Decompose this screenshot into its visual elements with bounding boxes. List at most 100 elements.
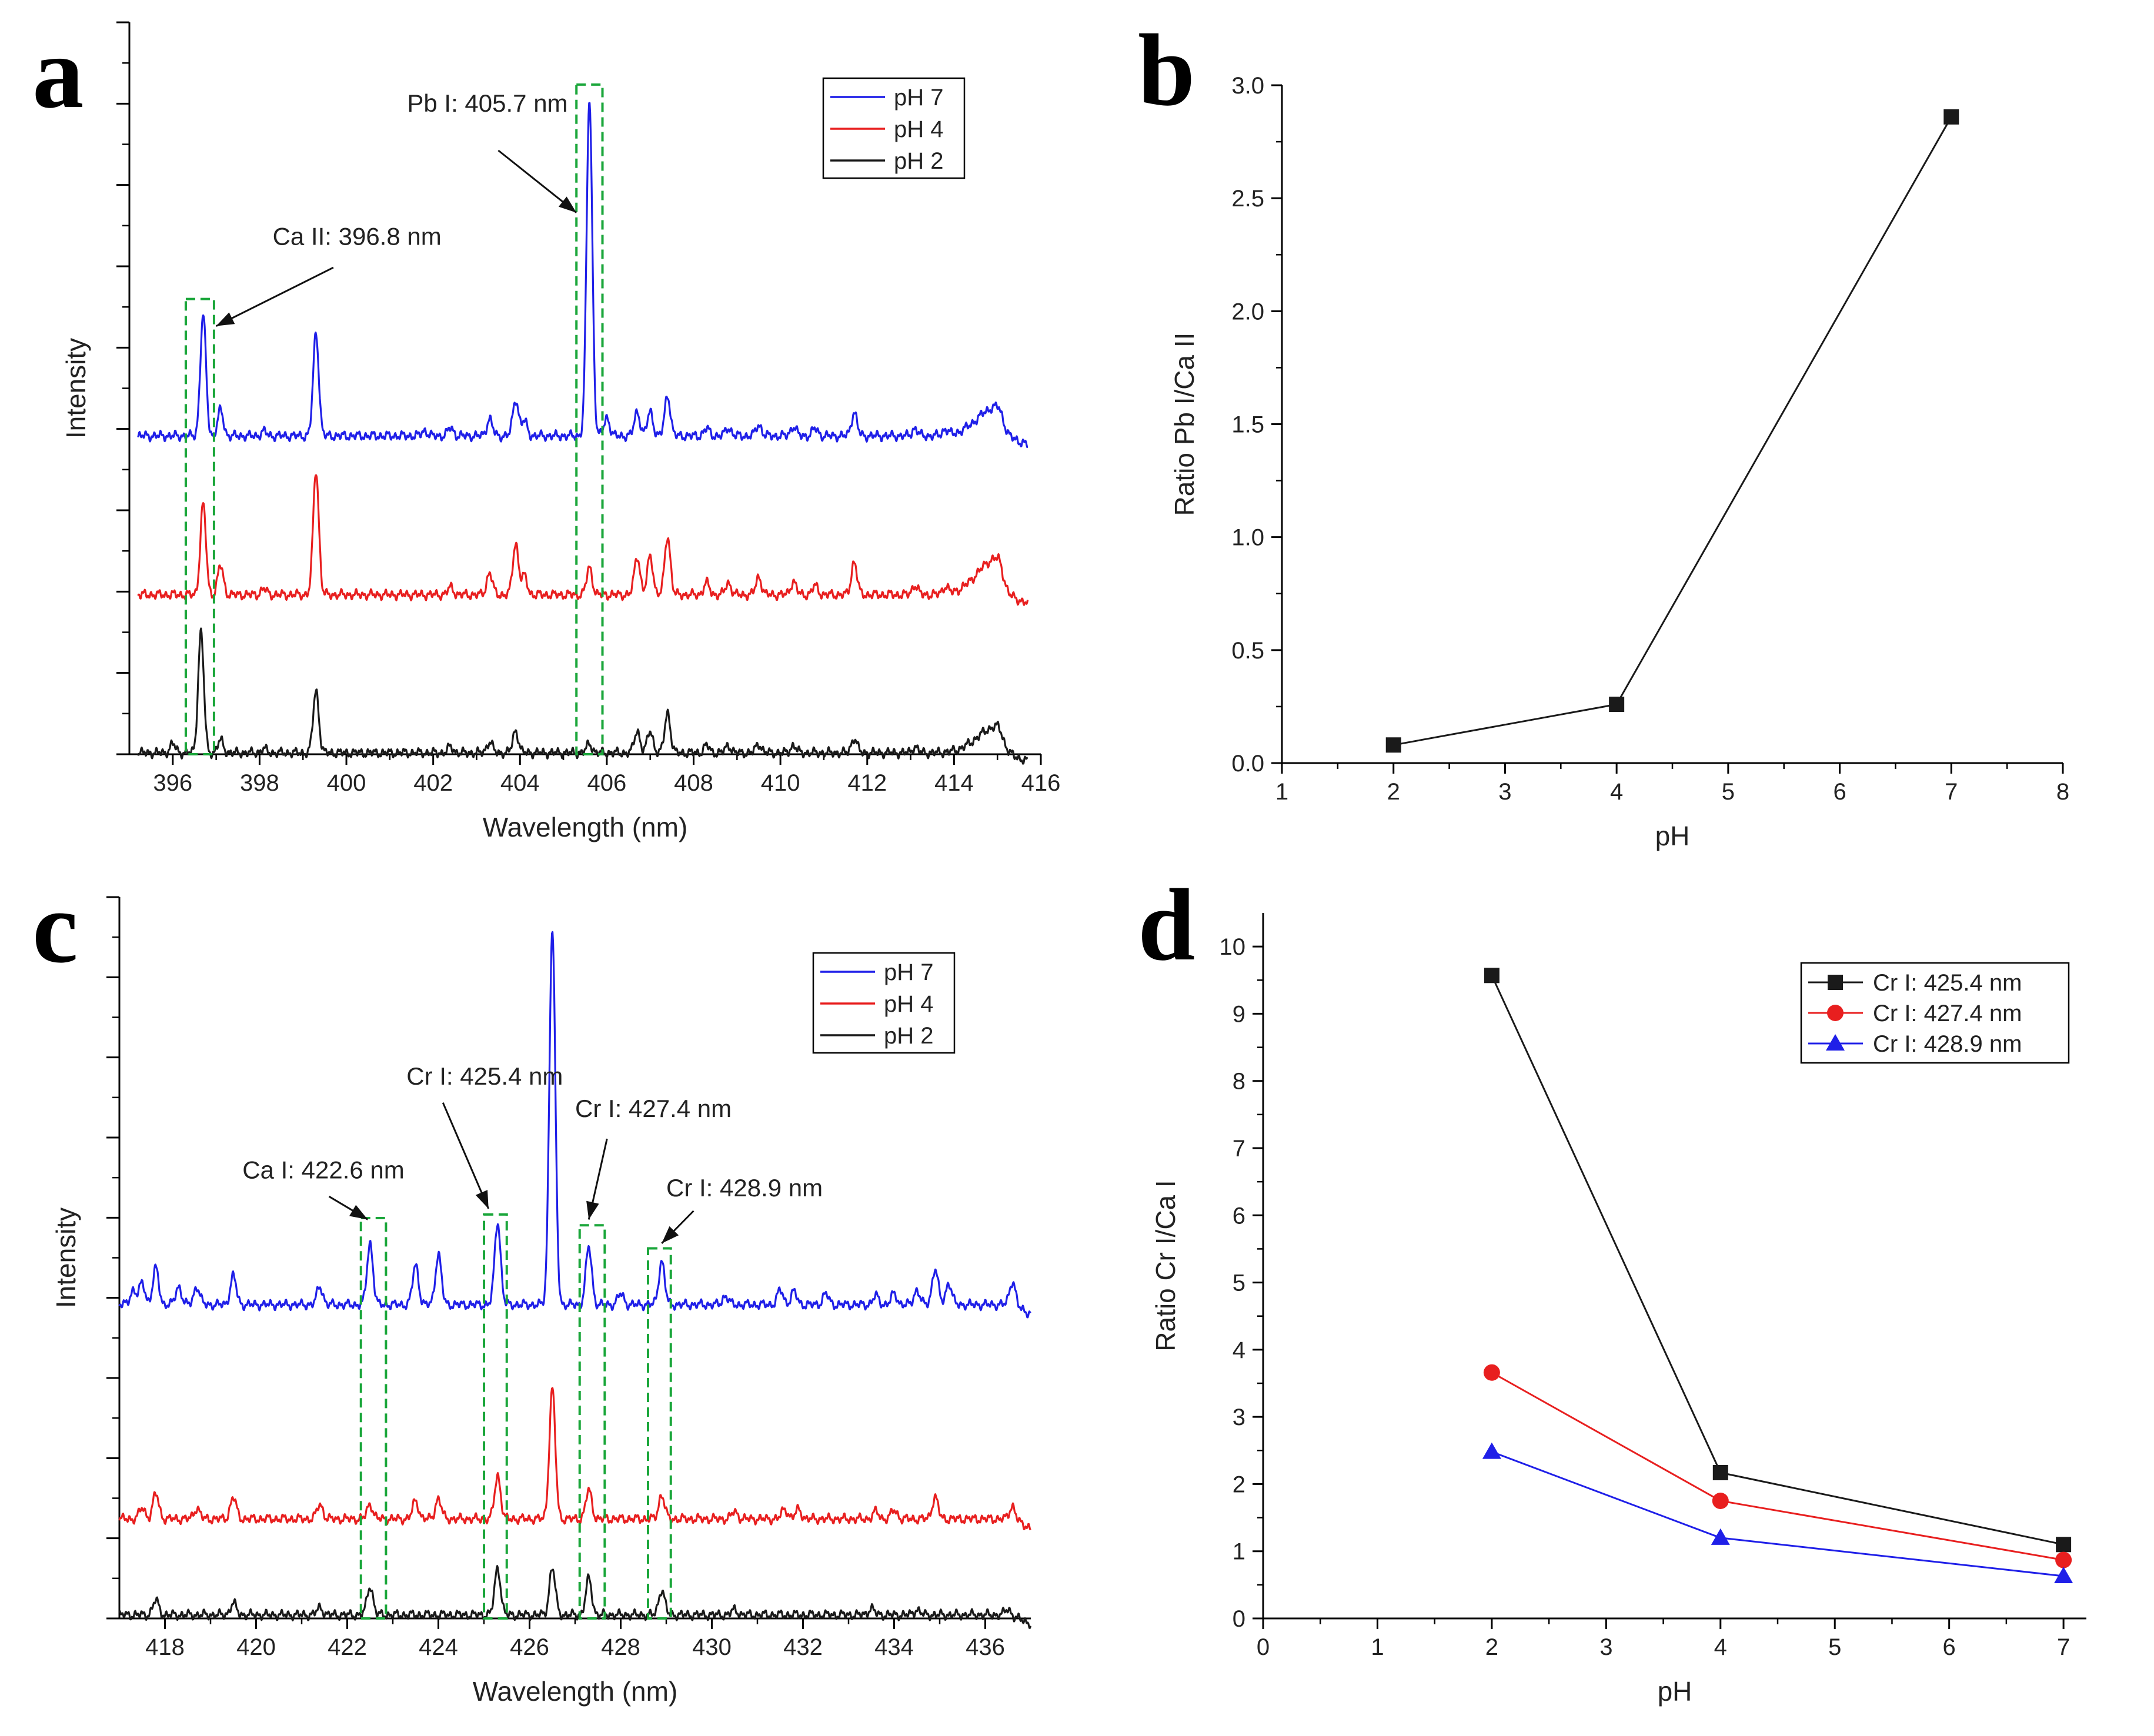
legend-label: Cr I: 428.9 nm [1873,1031,2022,1057]
legend-marker [1827,1005,1844,1021]
y-tick-label: 1.5 [1231,412,1264,438]
data-point-marker [1711,1528,1730,1545]
annotation-arrow-head [475,1190,489,1209]
annotation-arrow-head [349,1205,368,1220]
legend-marker [1828,975,1843,990]
x-tick-label: 402 [413,770,453,796]
peak-highlight-box [575,83,604,756]
x-tick-label: 8 [2056,779,2069,805]
peak-annotation-label: Ca I: 422.6 nm [242,1156,404,1184]
data-point-marker [1712,1493,1729,1509]
y-tick-label: 9 [1233,1001,1245,1027]
legend-label: pH 7 [894,85,944,111]
spectrum-line-ph7 [137,102,1028,449]
data-point-marker [1712,1465,1728,1480]
x-tick-label: 412 [847,770,887,796]
legend: Cr I: 425.4 nm Cr I: 427.4 nm Cr I: 428.9 … [1800,962,2070,1064]
annotation-arrow-head [558,196,577,213]
y-axis-label: Ratio Pb I/Ca II [1169,333,1200,516]
x-tick-label: 408 [674,770,713,796]
x-axis-label: Wavelength (nm) [483,812,688,842]
y-tick-label: 0 [1233,1606,1245,1632]
legend-label: pH 4 [884,991,934,1017]
data-point-marker [1943,109,1959,125]
y-tick-label: 3 [1233,1404,1245,1430]
x-tick-label: 2 [1387,779,1400,805]
legend: pH 7 pH 4 pH 2 [812,952,956,1054]
x-tick-label: 434 [874,1634,914,1660]
x-tick-label: 4 [1610,779,1623,805]
x-tick-label: 416 [1021,770,1061,796]
x-tick-label: 410 [761,770,800,796]
annotation-arrow-head [662,1226,679,1243]
y-axis-label: Intensity [51,1207,81,1308]
data-point-marker [1385,737,1401,753]
x-tick-label: 432 [783,1634,823,1660]
data-point-marker [1609,697,1625,713]
data-point-marker [1484,968,1500,984]
data-point-marker [2056,1537,2072,1553]
legend-label: pH 2 [884,1023,934,1049]
legend-label: pH 7 [884,959,934,985]
x-tick-label: 436 [966,1634,1005,1660]
x-tick-label: 7 [2057,1634,2070,1660]
x-tick-label: 5 [1828,1634,1841,1660]
annotation-arrow-head [586,1200,599,1220]
y-tick-label: 0.5 [1231,638,1264,664]
x-tick-label: 6 [1833,779,1846,805]
annotation-arrow-line [215,266,334,327]
x-tick-label: 400 [327,770,366,796]
x-tick-label: 420 [236,1634,276,1660]
y-tick-label: 0.0 [1231,751,1264,777]
x-tick-label: 1 [1371,1634,1384,1660]
legend: pH 7 pH 4 pH 2 [822,77,966,179]
x-tick-label: 426 [510,1634,549,1660]
panel-letter-c: c [32,870,78,984]
legend-marker [1826,1034,1845,1051]
data-point-marker [2054,1567,2073,1583]
x-tick-label: 396 [153,770,192,796]
x-tick-label: 1 [1275,779,1288,805]
peak-annotation-label: Cr I: 425.4 nm [406,1062,563,1090]
annotation-arrow-head [216,312,235,326]
peak-annotation-label: Cr I: 428.9 nm [666,1174,823,1202]
x-axis-label: pH [1655,821,1690,851]
spectrum-line-ph2 [119,1565,1031,1629]
y-tick-label: 2.5 [1231,186,1264,212]
x-tick-label: 7 [1945,779,1958,805]
spectrum-line-ph4 [118,1387,1031,1531]
x-tick-label: 2 [1485,1634,1498,1660]
legend-label: Cr I: 427.4 nm [1873,1001,2022,1026]
y-tick-label: 10 [1220,934,1246,960]
legend-label: pH 2 [894,148,944,174]
data-point-marker [1483,1364,1500,1381]
y-tick-label: 1 [1233,1539,1245,1565]
data-point-marker [1482,1442,1501,1459]
peak-highlight-box [359,1217,388,1620]
panel-letter-a: a [32,15,84,129]
peak-highlight-box [647,1247,672,1620]
x-tick-label: 424 [419,1634,458,1660]
x-axis-label: pH [1658,1676,1692,1707]
x-tick-label: 3 [1498,779,1511,805]
peak-highlight-box [578,1224,606,1620]
peak-annotation-label: Cr I: 427.4 nm [575,1095,732,1122]
y-tick-label: 4 [1233,1337,1245,1363]
y-tick-label: 6 [1233,1203,1245,1229]
y-tick-label: 8 [1233,1069,1245,1095]
y-axis-label: Intensity [61,338,91,439]
y-tick-label: 3.0 [1231,73,1264,99]
x-tick-label: 4 [1714,1634,1727,1660]
y-tick-label: 2.0 [1231,299,1264,325]
x-tick-label: 428 [601,1634,640,1660]
x-tick-label: 430 [692,1634,732,1660]
x-axis-label: Wavelength (nm) [473,1676,678,1707]
x-tick-label: 404 [500,770,540,796]
panel-letter-d: d [1138,868,1195,982]
peak-annotation-label: Ca II: 396.8 nm [273,222,442,250]
y-tick-label: 7 [1233,1136,1245,1162]
legend-label: Cr I: 425.4 nm [1873,970,2022,996]
spectrum-line-ph4 [137,474,1029,606]
